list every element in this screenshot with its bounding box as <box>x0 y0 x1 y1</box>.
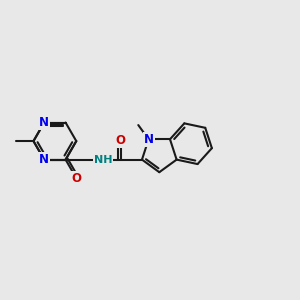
Text: NH: NH <box>94 154 112 165</box>
Text: N: N <box>39 153 49 166</box>
Text: N: N <box>39 116 49 129</box>
Text: N: N <box>144 133 154 146</box>
Text: O: O <box>71 172 81 184</box>
Text: O: O <box>116 134 126 147</box>
